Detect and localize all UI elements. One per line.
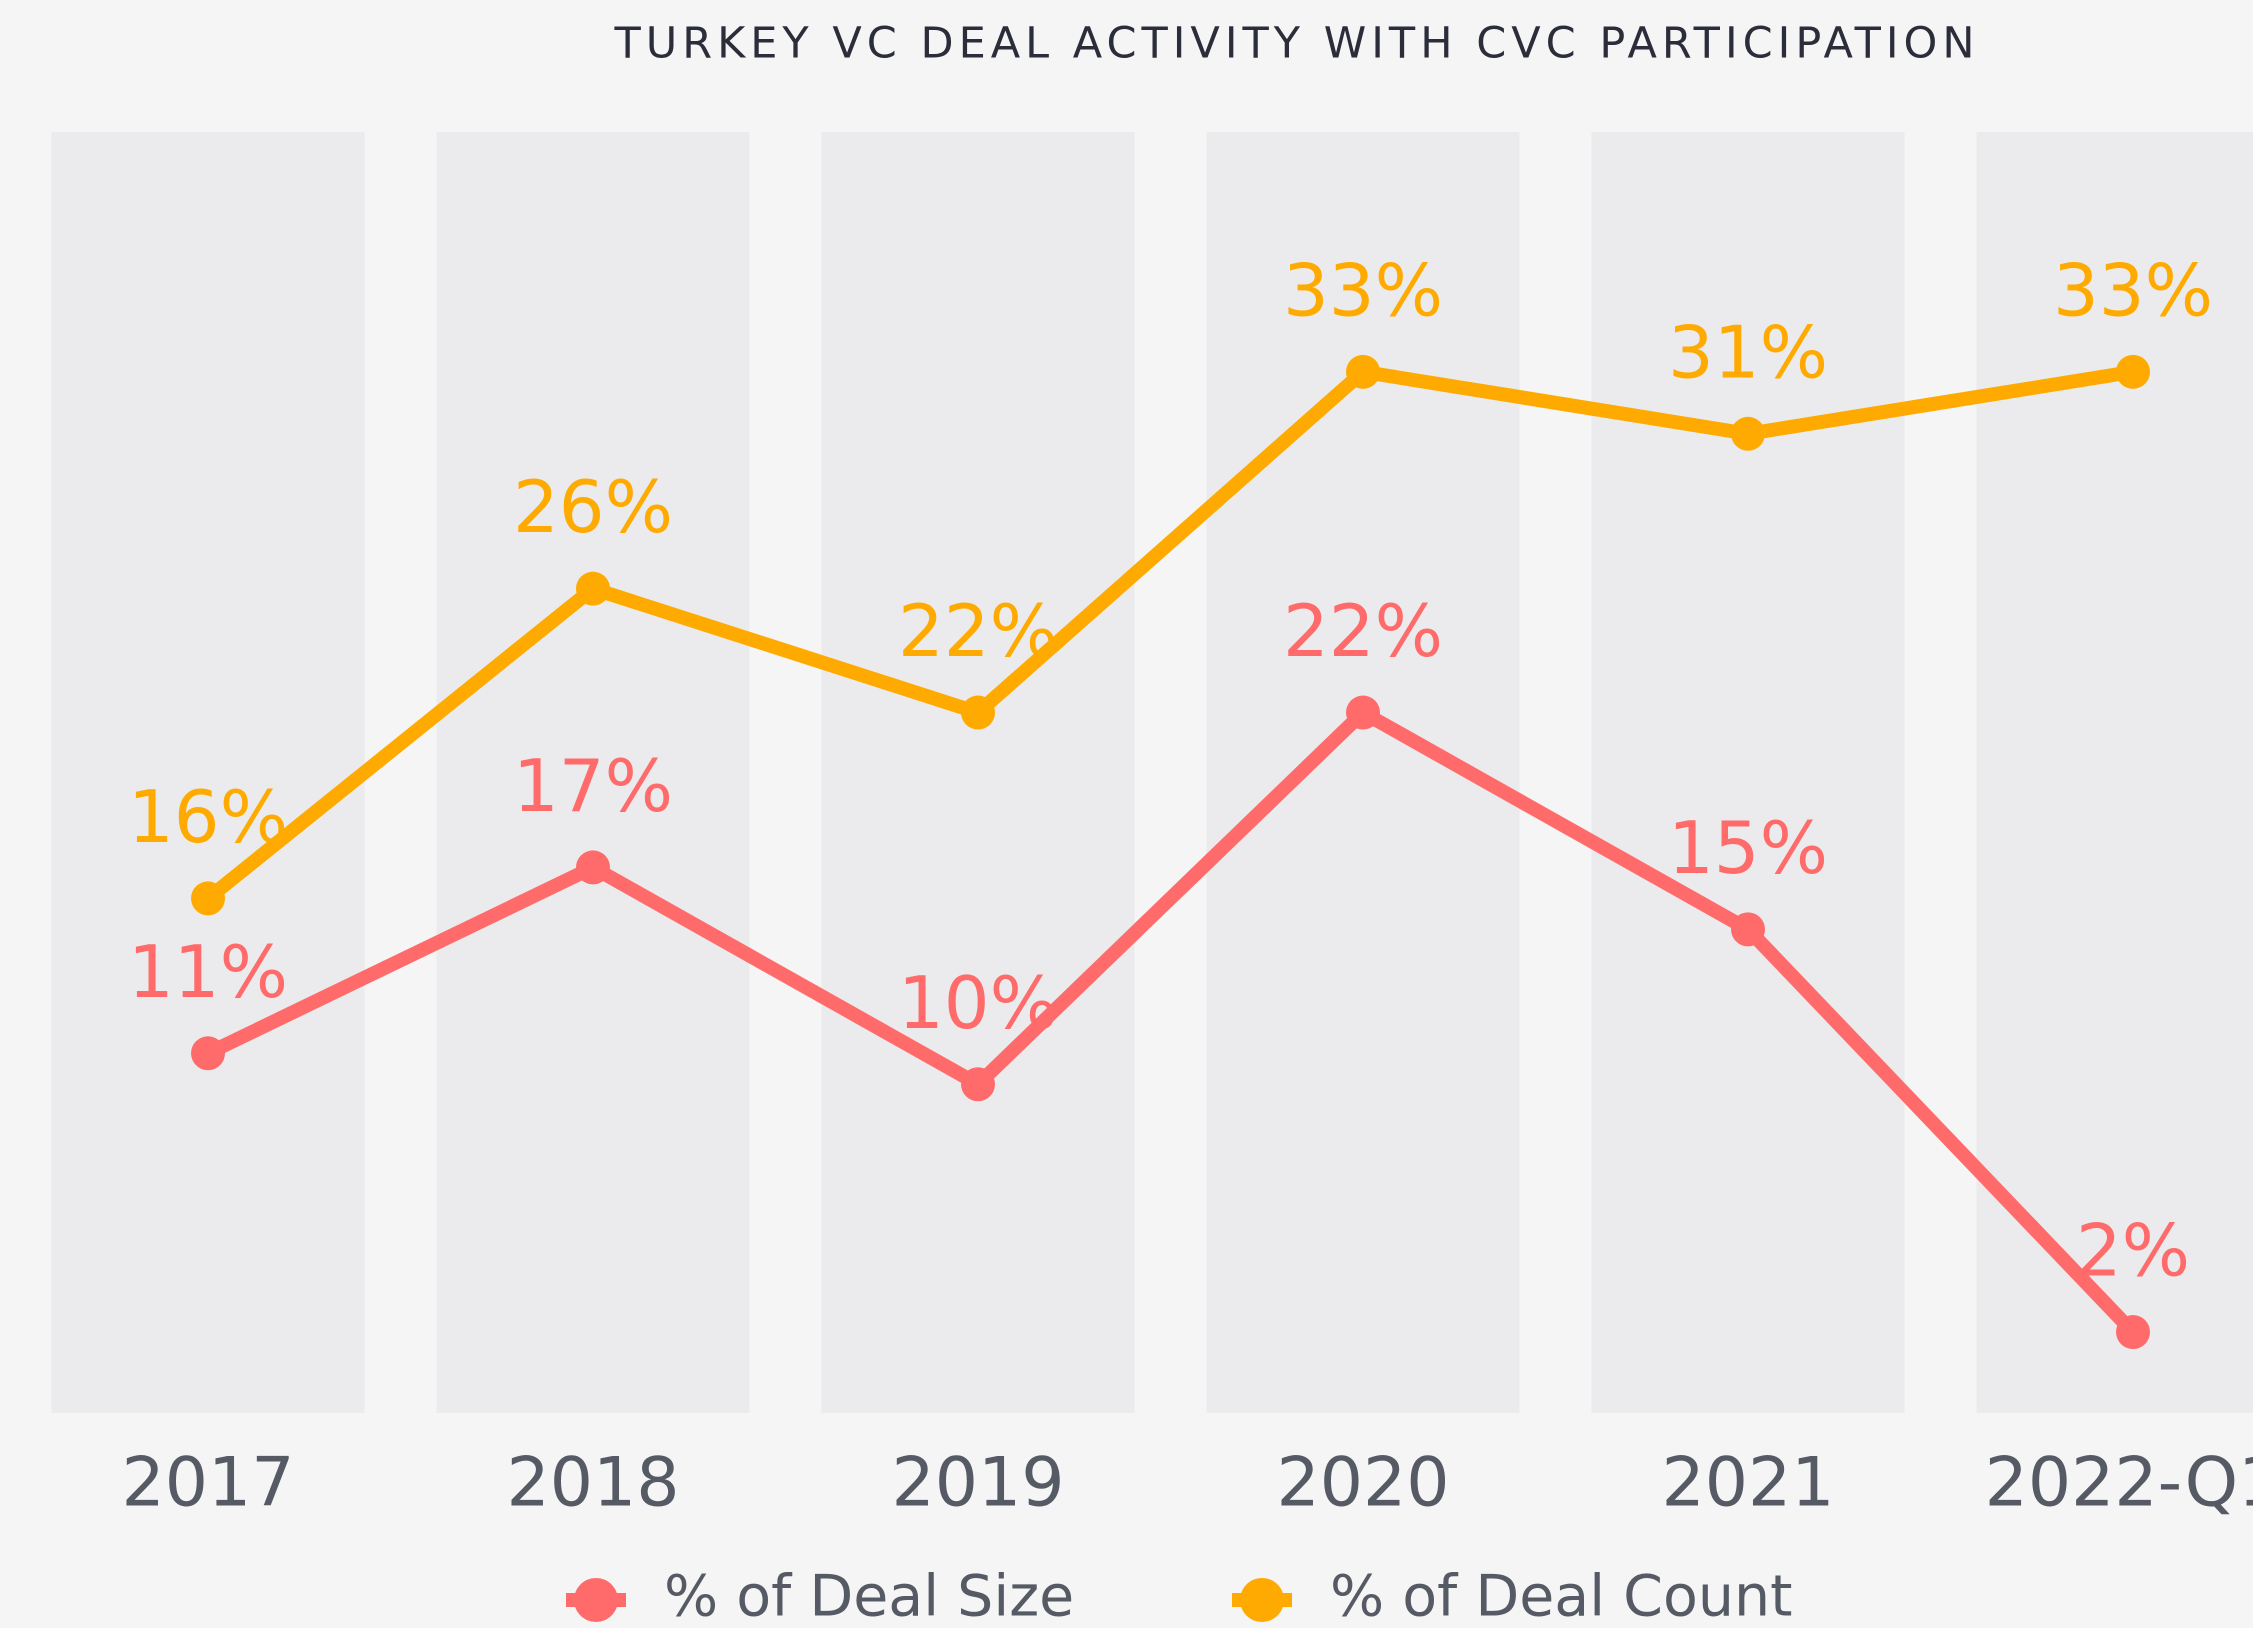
data-point (191, 881, 225, 916)
data-label: 16% (128, 775, 288, 859)
x-tick-label: 2022-Q1 (1985, 1444, 2253, 1523)
data-point (961, 1067, 995, 1102)
data-label: 22% (898, 589, 1058, 673)
x-tick-label: 2021 (1661, 1444, 1834, 1523)
data-label: 33% (2053, 248, 2213, 332)
data-label: 10% (898, 961, 1058, 1045)
x-tick-label: 2019 (891, 1444, 1064, 1523)
data-point (961, 695, 995, 730)
column-bands (51, 132, 2253, 1413)
series-line (203, 364, 2135, 904)
data-label: 26% (513, 465, 673, 549)
data-label: 2% (2076, 1209, 2190, 1293)
series-line (204, 705, 2139, 1337)
data-label: 31% (1668, 310, 1828, 394)
x-tick-label: 2018 (506, 1444, 679, 1523)
column-band (1591, 132, 1905, 1413)
column-band (821, 132, 1135, 1413)
legend-swatch (1240, 1578, 1284, 1622)
data-point (1346, 354, 1380, 389)
x-tick-label: 2020 (1276, 1444, 1449, 1523)
data-point (1731, 912, 1765, 947)
column-band (1976, 132, 2253, 1413)
chart-title: TURKEY VC DEAL ACTIVITY WITH CVC PARTICI… (613, 19, 1979, 69)
legend-label: % of Deal Count (1330, 1564, 1792, 1628)
data-label: 22% (1283, 589, 1443, 673)
data-label: 17% (513, 744, 673, 828)
data-label: 33% (1283, 248, 1443, 332)
data-point (576, 850, 610, 885)
data-point (2116, 354, 2150, 389)
column-band (436, 132, 750, 1413)
legend-swatch (574, 1578, 618, 1622)
data-point (1731, 416, 1765, 451)
data-point (576, 571, 610, 606)
data-label: 15% (1668, 806, 1828, 890)
data-point (191, 1036, 225, 1071)
column-band (51, 132, 365, 1413)
data-point (2116, 1315, 2150, 1350)
x-tick-label: 2017 (121, 1444, 294, 1523)
data-label: 11% (128, 930, 288, 1014)
legend-label: % of Deal Size (664, 1564, 1074, 1628)
data-point (1346, 695, 1380, 730)
